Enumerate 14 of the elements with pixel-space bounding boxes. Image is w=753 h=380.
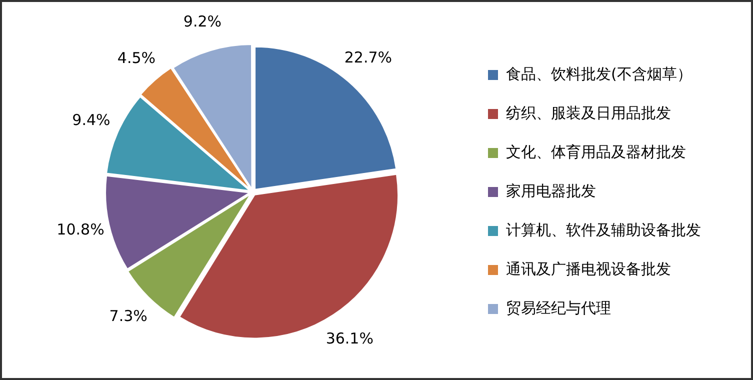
legend-label: 计算机、软件及辅助设备批发 [506, 220, 701, 239]
legend-label: 贸易经纪与代理 [506, 298, 611, 317]
legend-label: 纺织、服装及日用品批发 [506, 104, 671, 122]
legend-label: 家用电器批发 [506, 182, 596, 200]
legend-label: 食品、饮料批发(不含烟草） [506, 64, 692, 83]
data-label: 4.5% [117, 49, 156, 68]
legend-label: 文化、体育用品及器材批发 [506, 142, 686, 161]
data-label: 10.8% [56, 220, 104, 238]
data-label: 36.1% [326, 329, 374, 348]
data-label: 9.2% [183, 12, 222, 31]
data-label: 9.4% [72, 110, 110, 129]
data-label: 22.7% [344, 48, 392, 66]
data-label: 7.3% [109, 307, 148, 326]
legend-label: 通讯及广播电视设备批发 [506, 260, 671, 278]
